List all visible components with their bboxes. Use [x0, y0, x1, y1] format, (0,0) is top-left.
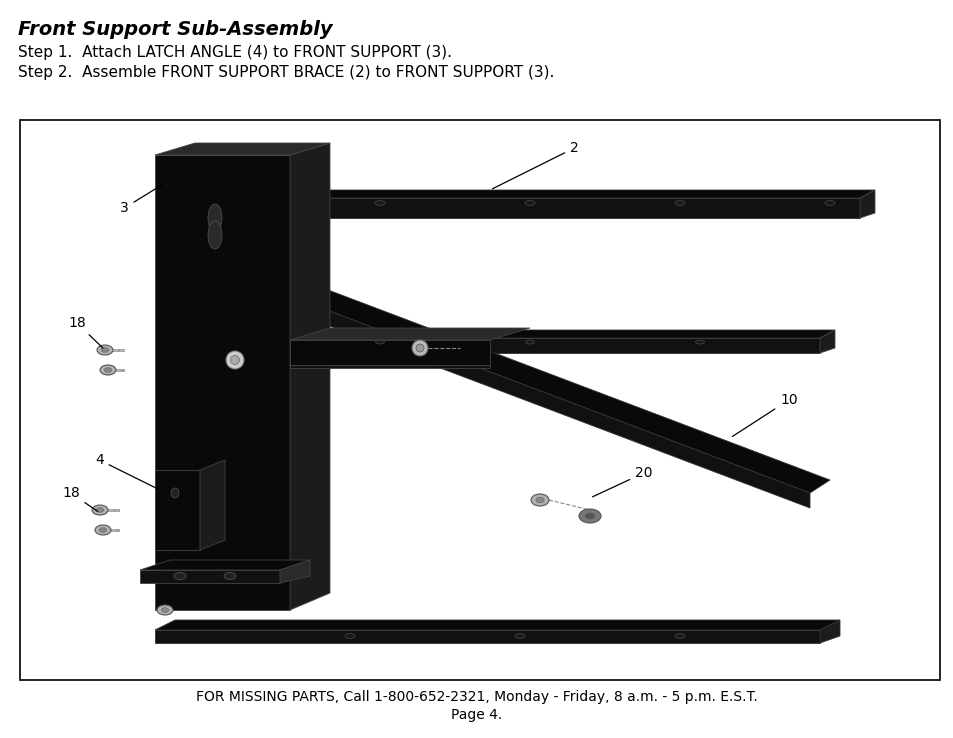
Polygon shape	[140, 570, 280, 583]
Polygon shape	[290, 365, 490, 368]
Text: 18: 18	[62, 486, 97, 511]
Polygon shape	[299, 190, 314, 218]
Ellipse shape	[208, 204, 222, 232]
Text: 3: 3	[120, 184, 162, 215]
Polygon shape	[154, 155, 290, 610]
Text: 4: 4	[95, 453, 157, 489]
Ellipse shape	[584, 513, 595, 519]
Ellipse shape	[173, 573, 186, 579]
Text: 2: 2	[492, 141, 578, 189]
Polygon shape	[294, 298, 809, 508]
Polygon shape	[290, 330, 834, 338]
Polygon shape	[820, 620, 840, 643]
Ellipse shape	[100, 365, 116, 375]
Polygon shape	[154, 143, 330, 155]
Circle shape	[416, 344, 423, 352]
Polygon shape	[200, 460, 225, 550]
Text: Front Support Sub-Assembly: Front Support Sub-Assembly	[18, 20, 333, 39]
Ellipse shape	[531, 494, 548, 506]
Polygon shape	[154, 630, 820, 643]
Circle shape	[412, 340, 428, 356]
Ellipse shape	[675, 633, 684, 638]
Ellipse shape	[96, 508, 104, 512]
Ellipse shape	[101, 348, 109, 352]
Text: Page 4.: Page 4.	[451, 708, 502, 722]
Ellipse shape	[525, 340, 534, 344]
Ellipse shape	[375, 340, 384, 344]
Ellipse shape	[345, 633, 355, 638]
Ellipse shape	[161, 608, 169, 613]
Text: FOR MISSING PARTS, Call 1-800-652-2321, Monday - Friday, 8 a.m. - 5 p.m. E.S.T.: FOR MISSING PARTS, Call 1-800-652-2321, …	[196, 690, 757, 704]
Ellipse shape	[224, 573, 235, 579]
Polygon shape	[299, 190, 874, 198]
Text: 10: 10	[732, 393, 797, 436]
Ellipse shape	[824, 201, 834, 205]
Ellipse shape	[91, 505, 108, 515]
Polygon shape	[154, 470, 200, 550]
Text: 18: 18	[68, 316, 103, 348]
Ellipse shape	[97, 345, 112, 355]
Ellipse shape	[208, 221, 222, 249]
Ellipse shape	[695, 340, 703, 344]
Ellipse shape	[515, 633, 524, 638]
Polygon shape	[290, 340, 490, 365]
Polygon shape	[294, 285, 829, 493]
Polygon shape	[859, 190, 874, 218]
Bar	[20, 120, 939, 680]
Polygon shape	[290, 338, 820, 353]
Polygon shape	[154, 620, 840, 630]
Circle shape	[231, 356, 239, 365]
Polygon shape	[290, 143, 330, 610]
Ellipse shape	[375, 201, 385, 205]
Ellipse shape	[99, 528, 107, 532]
Ellipse shape	[524, 201, 535, 205]
Polygon shape	[140, 560, 310, 570]
Polygon shape	[299, 198, 859, 218]
Polygon shape	[290, 328, 530, 340]
Text: Step 2.  Assemble FRONT SUPPORT BRACE (2) to FRONT SUPPORT (3).: Step 2. Assemble FRONT SUPPORT BRACE (2)…	[18, 65, 554, 80]
Polygon shape	[820, 330, 834, 353]
Ellipse shape	[171, 488, 179, 498]
Polygon shape	[280, 560, 310, 583]
Circle shape	[226, 351, 244, 369]
Ellipse shape	[95, 525, 111, 535]
Ellipse shape	[536, 497, 543, 503]
Ellipse shape	[104, 368, 112, 372]
Text: Step 1.  Attach LATCH ANGLE (4) to FRONT SUPPORT (3).: Step 1. Attach LATCH ANGLE (4) to FRONT …	[18, 45, 452, 60]
Ellipse shape	[157, 605, 172, 615]
Ellipse shape	[675, 201, 684, 205]
Ellipse shape	[578, 509, 600, 523]
Text: 20: 20	[592, 466, 652, 497]
